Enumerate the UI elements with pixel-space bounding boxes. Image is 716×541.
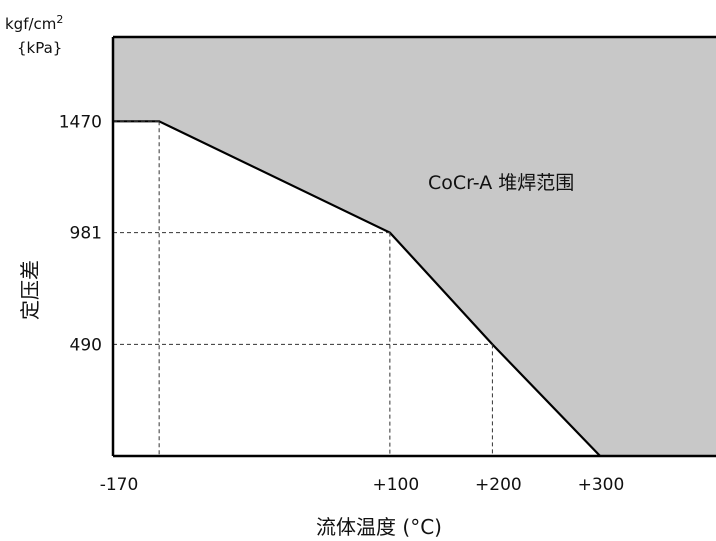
region-area bbox=[113, 37, 716, 456]
x-tick-label: -170 bbox=[100, 475, 139, 495]
x-tick-label: +300 bbox=[578, 475, 625, 495]
x-axis-title: 流体温度 (°C) bbox=[316, 515, 442, 539]
y-unit-kgf: kgf/cm2 bbox=[5, 13, 63, 33]
x-tick-label: +100 bbox=[373, 475, 420, 495]
y-tick-label: 1470 bbox=[59, 112, 102, 132]
y-unit-kpa: {kPa} bbox=[17, 39, 62, 57]
y-tick-label: 981 bbox=[70, 224, 102, 244]
plot-area bbox=[113, 37, 716, 457]
x-tick-label: +200 bbox=[475, 475, 522, 495]
plot-frame bbox=[111, 35, 716, 458]
region-label: CoCr-A 堆焊范围 bbox=[428, 172, 574, 194]
reference-lines bbox=[113, 120, 493, 456]
tick-labels: 490 981 1470 -170 +100 +200 +300 bbox=[59, 112, 625, 495]
y-tick-label: 490 bbox=[70, 335, 102, 355]
y-axis-title: 定压差 bbox=[18, 260, 42, 320]
